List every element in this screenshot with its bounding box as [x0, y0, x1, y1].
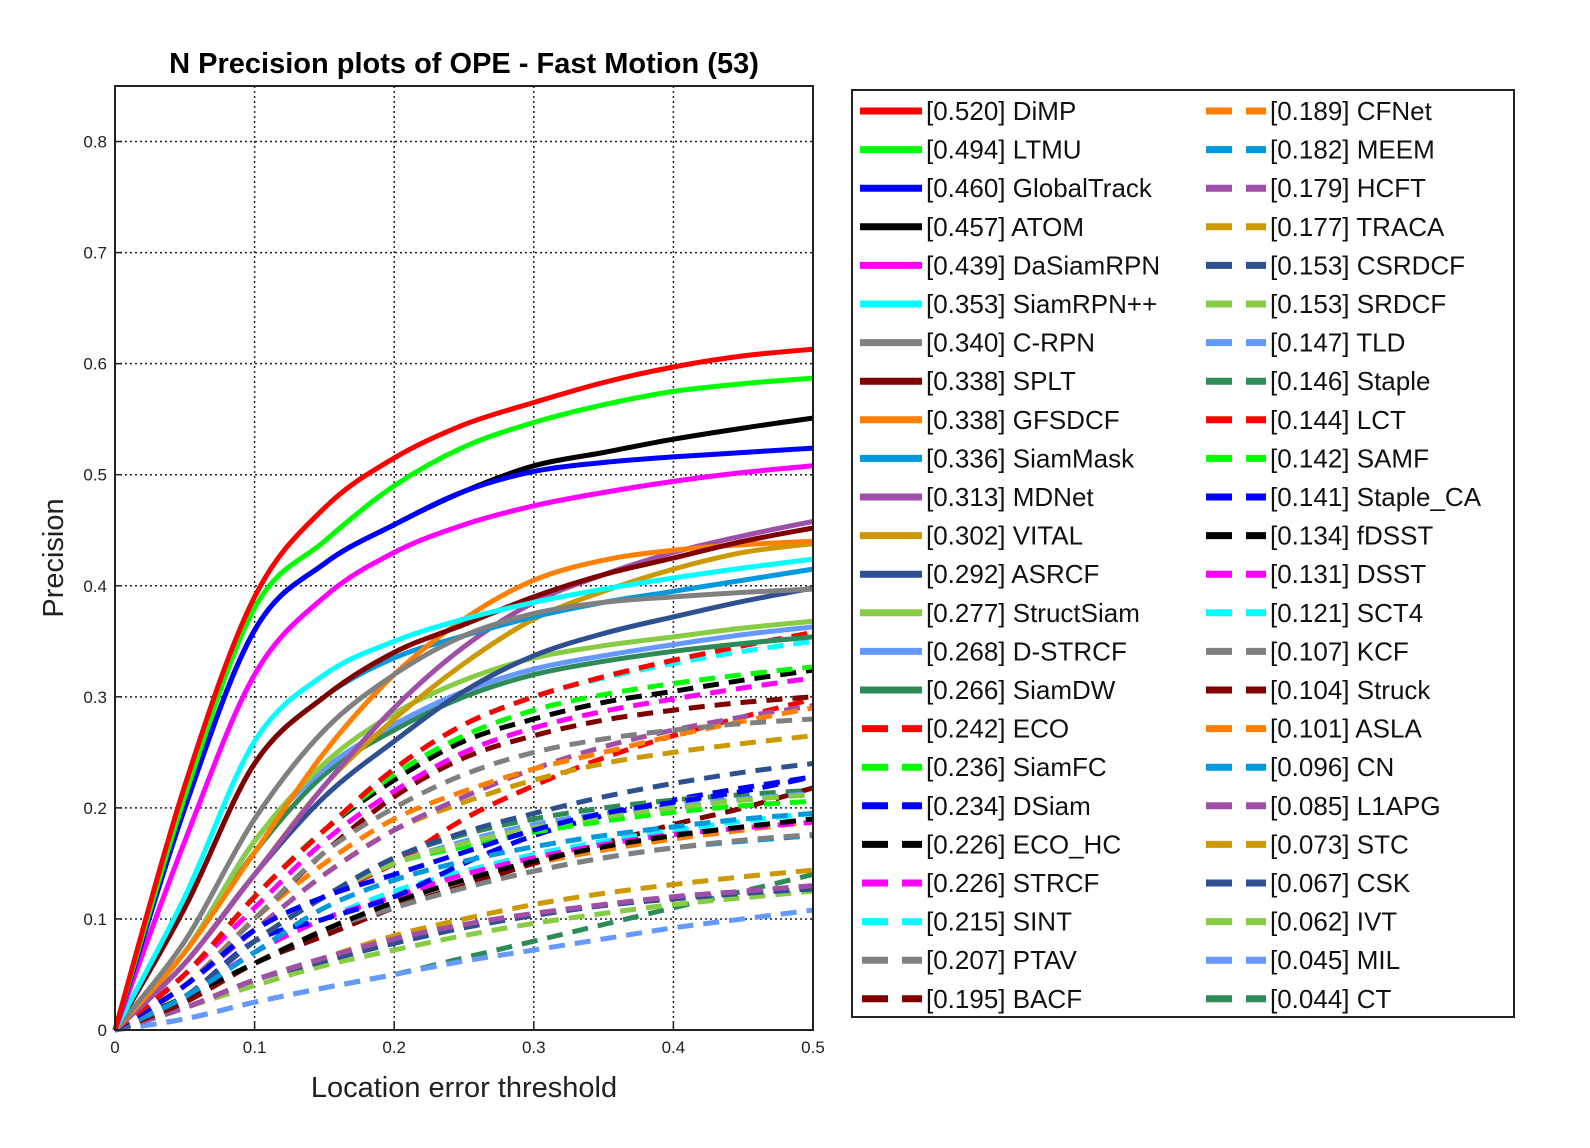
y-tick-label: 0.2: [83, 799, 107, 818]
series-line-6: [113, 586, 814, 1032]
legend-label: [0.226] ECO_HC: [926, 829, 1121, 859]
legend-label: [0.520] DiMP: [926, 96, 1076, 126]
legend-label: [0.277] StructSiam: [926, 598, 1140, 628]
legend-label: [0.085] L1APG: [1270, 791, 1441, 821]
x-tick-label: 0.4: [662, 1038, 686, 1057]
legend-label: [0.131] DSST: [1270, 559, 1426, 589]
legend-label: [0.121] SCT4: [1270, 598, 1423, 628]
legend-label: [0.207] PTAV: [926, 945, 1077, 975]
y-tick-label: 0.4: [83, 577, 107, 596]
y-tick-label: 0.7: [83, 244, 107, 263]
legend-label: [0.179] HCFT: [1270, 173, 1426, 203]
legend-label: [0.146] Staple: [1270, 366, 1430, 396]
legend-label: [0.045] MIL: [1270, 945, 1400, 975]
y-tick-label: 0.3: [83, 688, 107, 707]
x-tick-label: 0.5: [801, 1038, 825, 1057]
legend-label: [0.457] ATOM: [926, 212, 1084, 242]
y-tick-label: 0.8: [83, 133, 107, 152]
series-line-43: [114, 867, 814, 1033]
series-line-1: [112, 375, 814, 1031]
series-line-8: [113, 538, 814, 1032]
legend-label: [0.134] fDSST: [1270, 521, 1433, 551]
series-line-28: [113, 761, 814, 1033]
legend-label: [0.234] DSiam: [926, 791, 1091, 821]
series-line-4: [112, 463, 814, 1031]
y-axis-label: Precision: [38, 498, 70, 617]
legend-label: [0.189] CFNet: [1270, 96, 1433, 126]
series-line-25: [113, 810, 814, 1033]
x-tick-label: 0: [110, 1038, 119, 1057]
legend-label: [0.494] LTMU: [926, 135, 1082, 165]
legend-label: [0.336] SiamMask: [926, 443, 1135, 473]
legend-label: [0.142] SAMF: [1270, 443, 1429, 473]
series-lines: [112, 346, 814, 1033]
series-line-44: [114, 886, 814, 1033]
legend-label: [0.153] CSRDCF: [1270, 250, 1465, 280]
legend-label: [0.340] C-RPN: [926, 328, 1095, 358]
legend-label: [0.101] ASLA: [1270, 714, 1422, 744]
legend-label: [0.236] SiamFC: [926, 752, 1107, 782]
series-line-13: [113, 618, 814, 1032]
series-line-17: [113, 664, 814, 1032]
x-tick-label: 0.2: [382, 1038, 406, 1057]
legend-label: [0.141] Staple_CA: [1270, 482, 1482, 512]
legend-label: [0.439] DaSiamRPN: [926, 250, 1160, 280]
series-line-5: [112, 556, 814, 1032]
legend-label: [0.062] IVT: [1270, 907, 1397, 937]
series-line-2: [112, 445, 814, 1031]
legend-label: [0.195] BACF: [926, 984, 1082, 1014]
series-line-7: [112, 525, 814, 1032]
plot-frame: [114, 85, 814, 1031]
chart-title: N Precision plots of OPE - Fast Motion (…: [169, 48, 759, 80]
x-axis-label: Location error threshold: [311, 1072, 617, 1104]
legend-box: [851, 89, 1515, 1018]
legend-label: [0.153] SRDCF: [1270, 289, 1446, 319]
legend-label: [0.460] GlobalTrack: [926, 173, 1153, 203]
legend: [0.520] DiMP [0.494] LTMU [0.460] GlobalTr…: [860, 96, 1482, 1014]
series-line-35: [113, 816, 814, 1033]
series-line-16: [113, 629, 814, 1032]
legend-label: [0.353] SiamRPN++: [926, 289, 1157, 319]
legend-label: [0.107] KCF: [1270, 636, 1409, 666]
legend-label: [0.292] ASRCF: [926, 559, 1099, 589]
y-tick-label: 0.5: [83, 466, 107, 485]
legend-label: [0.266] SiamDW: [926, 675, 1116, 705]
x-tick-label: 0.1: [243, 1038, 267, 1057]
legend-label: [0.182] MEEM: [1270, 135, 1435, 165]
series-line-18: [113, 774, 814, 1033]
series-line-19: [113, 667, 814, 1032]
axis-ticks: 0 0.1 0.2 0.3 0.4 0.5 0 0.1 0.2 0.3 0.4 0.5 0.6 0.7 0.…: [83, 133, 824, 1057]
legend-label: [0.073] STC: [1270, 829, 1409, 859]
legend-label: [0.144] LCT: [1270, 405, 1406, 435]
legend-label: [0.104] Struck: [1270, 675, 1431, 705]
series-line-20: [113, 675, 814, 1032]
legend-label: [0.338] GFSDCF: [926, 405, 1120, 435]
legend-label: [0.177] TRACA: [1270, 212, 1445, 242]
series-line-22: [113, 716, 814, 1033]
legend-label: [0.268] D-STRCF: [926, 636, 1127, 666]
legend-label: [0.096] CN: [1270, 752, 1394, 782]
legend-label: [0.313] MDNet: [926, 482, 1094, 512]
legend-label: [0.226] STRCF: [926, 868, 1099, 898]
legend-label: [0.242] ECO: [926, 714, 1069, 744]
y-tick-label: 0.6: [83, 355, 107, 374]
legend-label: [0.044] CT: [1270, 984, 1392, 1014]
legend-label: [0.302] VITAL: [926, 521, 1083, 551]
series-line-0: [112, 346, 814, 1031]
y-tick-label: 0: [98, 1021, 107, 1040]
x-tick-label: 0.3: [522, 1038, 546, 1057]
series-line-42: [114, 883, 814, 1033]
legend-label: [0.338] SPLT: [926, 366, 1076, 396]
legend-label: [0.215] SINT: [926, 907, 1072, 937]
legend-label: [0.147] TLD: [1270, 328, 1405, 358]
y-tick-label: 0.1: [83, 910, 107, 929]
legend-label: [0.067] CSK: [1270, 868, 1411, 898]
